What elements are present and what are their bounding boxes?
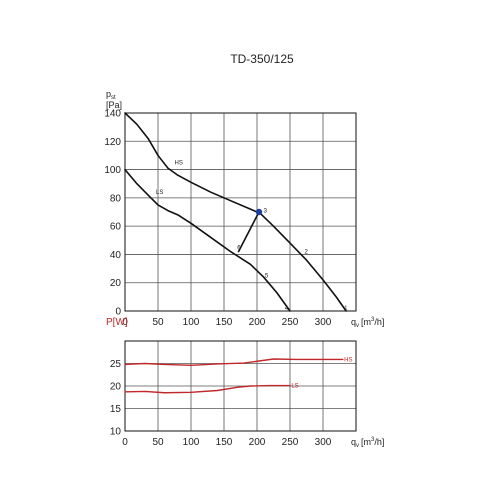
- curve-annotation: HS: [344, 357, 352, 363]
- y-tick-label: 40: [110, 250, 122, 261]
- curve-annotation: 6: [237, 245, 241, 251]
- operating-point-marker: [255, 208, 263, 216]
- curve-annotation: 5: [265, 274, 269, 280]
- x-tick-label: 300: [315, 437, 332, 448]
- y-tick-label: 20: [110, 382, 122, 393]
- y-tick-label: 100: [104, 165, 121, 176]
- series-line-ls: [124, 168, 291, 312]
- curve-annotation: 3: [264, 209, 268, 215]
- x-tick-label: 200: [249, 317, 266, 328]
- series-line-hs: [124, 112, 347, 312]
- y-tick-label: 20: [110, 278, 122, 289]
- x-tick-label: 0: [122, 317, 128, 328]
- y-tick-label: 0: [115, 307, 121, 318]
- y-tick-label: 25: [110, 359, 122, 370]
- x-tick-label: 250: [282, 317, 299, 328]
- curve-annotation: HS: [175, 161, 183, 167]
- pressure-curve-chart: 0 20 40 60 80 100 120 140 0 50 100 150 200 250 300 pst[…: [104, 89, 384, 329]
- x-tick-label: 0: [122, 437, 128, 448]
- series-line-hs: [124, 358, 344, 366]
- curve-annotation: 2: [305, 250, 309, 256]
- x-tick-label: 300: [315, 317, 332, 328]
- x-axis-label: qv [m3/h]: [351, 437, 384, 449]
- x-tick-label: 150: [216, 437, 233, 448]
- x-tick-label: 200: [249, 437, 266, 448]
- x-axis-label: qv [m3/h]: [351, 317, 384, 329]
- y-tick-label: 10: [110, 427, 122, 438]
- y-tick-label: 120: [104, 137, 121, 148]
- y-tick-label: 80: [110, 193, 122, 204]
- y-tick-label: 60: [110, 222, 122, 233]
- plot-frame: [124, 112, 357, 312]
- curve-annotation: LS: [291, 384, 298, 390]
- x-tick-label: 50: [152, 437, 164, 448]
- x-tick-label: 150: [216, 317, 233, 328]
- curve-annotation: 4: [285, 306, 289, 312]
- x-tick-label: 100: [183, 437, 200, 448]
- y-tick-label: 140: [104, 109, 121, 120]
- x-tick-label: 250: [282, 437, 299, 448]
- x-tick-label: 50: [152, 317, 164, 328]
- plot-frame: [124, 340, 357, 432]
- y-tick-label: 15: [110, 404, 122, 415]
- curve-annotation: 1: [344, 306, 348, 312]
- series-line-connector: [237, 211, 260, 253]
- curve-annotation: LS: [156, 190, 163, 196]
- y-axis-label: P[W]: [106, 317, 128, 328]
- y-axis-label: pst [Pa]: [106, 89, 122, 110]
- x-tick-label: 100: [183, 317, 200, 328]
- series-line-ls: [124, 384, 291, 394]
- chart-title: TD-350/125: [230, 52, 294, 66]
